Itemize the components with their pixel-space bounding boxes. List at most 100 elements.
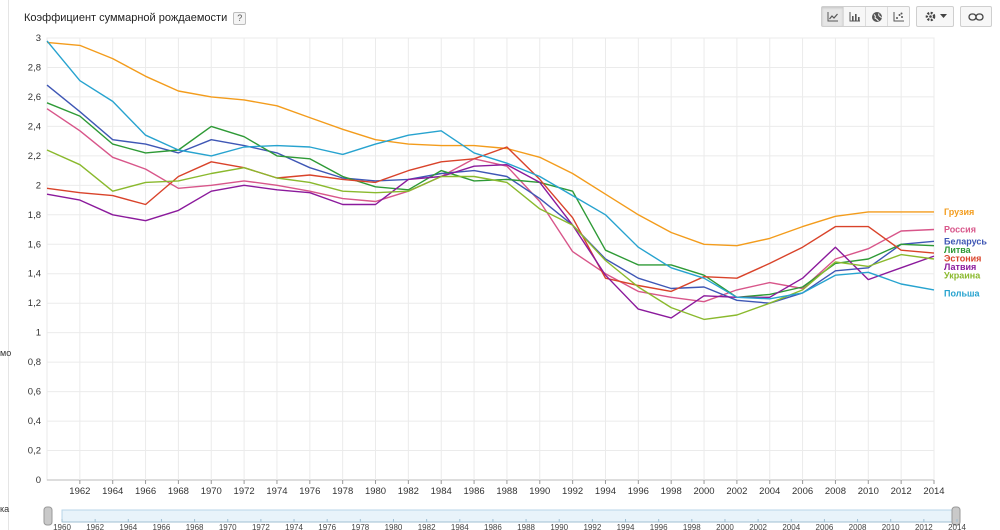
x-tick-label: 2008 [825, 486, 846, 497]
timeline-year-label: 1986 [484, 523, 502, 530]
y-tick-label: 2,6 [28, 92, 41, 103]
x-tick-label: 2002 [726, 486, 747, 497]
timeline-year-label: 1962 [86, 523, 104, 530]
x-tick-label: 1996 [628, 486, 649, 497]
timeline-handle-end[interactable] [951, 506, 961, 526]
series-line-3[interactable] [46, 102, 935, 298]
series-label-1: Россия [944, 225, 976, 235]
timeline-slider[interactable]: 1960 1962 1964 1966 1968 1970 1972 1974 1976 1978… [43, 506, 966, 530]
timeline-year-label: 2006 [816, 523, 834, 530]
timeline-year-label: 1970 [219, 523, 237, 530]
left-edge-fragment: ка [0, 504, 10, 514]
x-tick-label: 1962 [69, 486, 90, 497]
timeline-year-label: 1968 [186, 523, 204, 530]
x-tick-label: 1976 [299, 486, 320, 497]
x-tick-label: 1982 [398, 486, 419, 497]
y-tick-label: 2,4 [28, 121, 41, 132]
series-line-1[interactable] [46, 108, 935, 303]
timeline-handle-start[interactable] [43, 506, 53, 526]
series-line-0[interactable] [46, 41, 934, 247]
y-tick-label: 1,4 [28, 269, 41, 280]
x-tick-label: 1998 [661, 486, 682, 497]
series-label-5: Латвия [944, 262, 976, 272]
timeline-year-label: 1960 [53, 523, 71, 530]
bar-chart-icon[interactable] [844, 7, 866, 26]
chart-header: Коэффициент суммарной рождаемости ? [24, 8, 247, 28]
series-line-5[interactable] [46, 164, 935, 319]
x-tick-label: 2006 [792, 486, 813, 497]
y-tick-label: 3 [36, 33, 41, 44]
y-axis-ticks: 0 0,2 0,4 0,6 0,8 1 1,2 1,4 1,6 1,8 2 2,2 2,4 2,6 2,8 3 [28, 33, 41, 486]
plot-frame [46, 37, 935, 481]
series-label-2: Беларусь [944, 236, 987, 246]
timeline-year-label: 2000 [716, 523, 734, 530]
x-tick-label: 1980 [365, 486, 386, 497]
timeline-year-label: 1966 [153, 523, 171, 530]
timeline-year-label: 1972 [252, 523, 270, 530]
timeline-year-label: 2002 [749, 523, 767, 530]
timeline-year-label: 1984 [451, 523, 469, 530]
series-line-2[interactable] [46, 84, 935, 304]
y-tick-label: 2,8 [28, 62, 41, 73]
series-line-4[interactable] [46, 146, 935, 293]
gridlines [46, 37, 935, 481]
timeline-year-label: 1974 [285, 523, 303, 530]
y-tick-label: 2 [36, 180, 41, 191]
series-label-6: Украина [944, 271, 981, 281]
x-axis-ticks: 1962 1964 1966 1968 1970 1972 1974 1976 1978 1980… [69, 480, 945, 497]
y-tick-label: 0,6 [28, 387, 41, 398]
x-tick-label: 2000 [693, 486, 714, 497]
y-tick-label: 0,8 [28, 357, 41, 368]
x-tick-label: 2012 [891, 486, 912, 497]
series-end-labels: Грузия РоссияБеларусьЛитваЭстонияЛатвияУк… [944, 207, 987, 299]
x-tick-label: 1966 [135, 486, 156, 497]
x-tick-label: 1968 [168, 486, 189, 497]
y-tick-label: 1,6 [28, 239, 41, 250]
line-chart-icon[interactable] [822, 7, 844, 26]
timeline-year-label: 2004 [782, 523, 800, 530]
timeline-year-label: 1990 [550, 523, 568, 530]
help-button[interactable]: ? [233, 11, 247, 25]
timeline-year-label: 2014 [948, 523, 966, 530]
timeline-year-label: 2008 [849, 523, 867, 530]
timeline-year-label: 1992 [583, 523, 601, 530]
series-lines [46, 40, 935, 321]
link-button[interactable] [960, 6, 992, 27]
timeline-year-label: 1976 [318, 523, 336, 530]
series-label-4: Эстония [944, 254, 981, 264]
left-panel-edge [0, 0, 9, 530]
series-label-7: Польша [944, 289, 980, 299]
scatter-chart-icon[interactable] [888, 7, 909, 26]
timeline-year-label: 1996 [650, 523, 668, 530]
y-tick-label: 0,2 [28, 446, 41, 457]
y-tick-label: 1,2 [28, 298, 41, 309]
timeline-year-label: 1994 [617, 523, 635, 530]
series-label-3: Литва [944, 245, 972, 255]
timeline-year-label: 1964 [119, 523, 137, 530]
gear-icon [924, 10, 947, 23]
x-tick-label: 1994 [595, 486, 616, 497]
x-tick-label: 1986 [464, 486, 485, 497]
series-line-7[interactable] [46, 40, 935, 300]
chevron-down-icon [939, 14, 947, 18]
x-tick-label: 1990 [529, 486, 550, 497]
chart-type-switcher [821, 6, 910, 27]
timeline-year-label: 1978 [351, 523, 369, 530]
x-tick-label: 2014 [923, 486, 944, 497]
y-tick-label: 2,2 [28, 151, 41, 162]
chart-toolbar [821, 6, 992, 27]
y-tick-label: 1,8 [28, 210, 41, 221]
x-tick-label: 1964 [102, 486, 123, 497]
y-tick-label: 0,4 [28, 416, 41, 427]
timeline-year-label: 2012 [915, 523, 933, 530]
x-tick-label: 1974 [266, 486, 287, 497]
globe-icon[interactable] [866, 7, 888, 26]
x-tick-label: 1988 [496, 486, 517, 497]
x-tick-label: 1978 [332, 486, 353, 497]
timeline-year-label: 2010 [882, 523, 900, 530]
x-tick-label: 2010 [858, 486, 879, 497]
settings-button[interactable] [916, 6, 954, 27]
x-tick-label: 1970 [201, 486, 222, 497]
x-tick-label: 1992 [562, 486, 583, 497]
